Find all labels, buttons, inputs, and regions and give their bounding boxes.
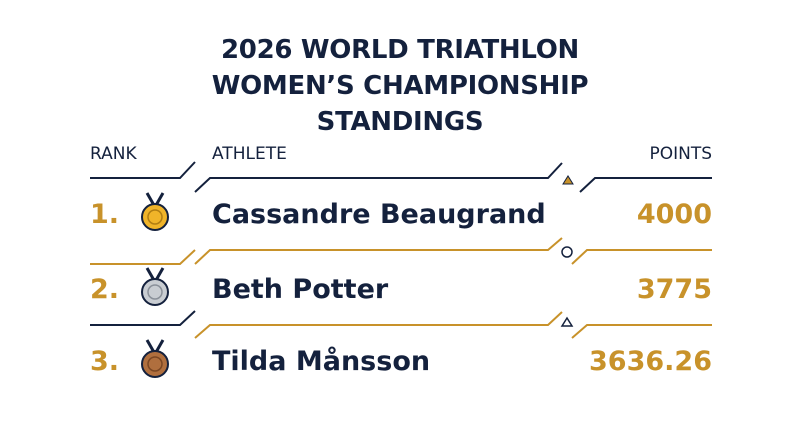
medal-bronze [141,339,169,378]
athlete: Cassandre Beaugrand [212,199,546,230]
rank: 3. [90,346,120,377]
icon [562,175,574,185]
rule [579,177,712,193]
rule [90,249,196,265]
athlete: Beth Potter [212,274,389,305]
rule [194,311,563,339]
rule [194,162,563,193]
header-points: POINTS [649,144,712,164]
medal-gold [141,192,169,231]
icon [560,316,574,327]
rule [194,237,563,265]
icon [561,246,573,258]
rank: 1. [90,199,120,230]
rule [571,249,712,265]
points: 4000 [636,199,712,230]
rank: 2. [90,274,120,305]
header-athlete: ATHLETE [212,144,287,164]
rule [90,161,196,179]
rule [571,324,712,339]
title: 2026 WORLD TRIATHLON WOMEN’S CHAMPIONSHI… [211,35,589,137]
medal-silver [141,267,169,306]
rule [90,310,196,326]
athlete: Tilda Månsson [212,346,431,377]
points: 3636.26 [589,346,712,377]
points: 3775 [636,274,712,305]
header-rank: RANK [90,144,137,164]
